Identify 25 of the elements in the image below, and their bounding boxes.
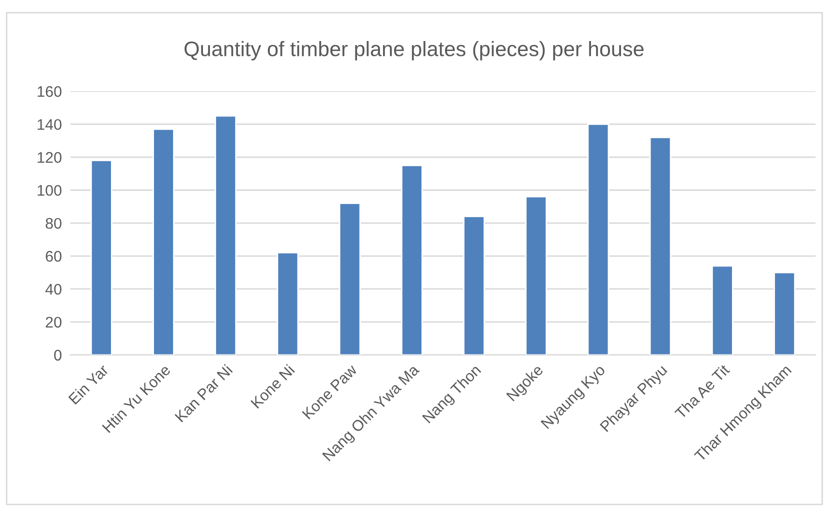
y-tick-label: 140 bbox=[38, 119, 62, 130]
x-tick-label: Tha Ae Tit bbox=[674, 363, 730, 420]
bar bbox=[400, 164, 423, 355]
y-tick-label: 0 bbox=[54, 350, 62, 361]
bar bbox=[525, 196, 548, 355]
y-tick-label: 80 bbox=[46, 218, 62, 229]
y-tick-label: 160 bbox=[38, 86, 62, 97]
bar bbox=[214, 115, 237, 355]
bar bbox=[338, 202, 361, 355]
x-tick-label: Kan Par Ni bbox=[174, 364, 233, 423]
bar bbox=[774, 272, 796, 355]
bar bbox=[152, 128, 174, 355]
bar bbox=[90, 160, 112, 355]
bar bbox=[463, 216, 485, 355]
bar bbox=[649, 136, 672, 355]
y-tick-label: 40 bbox=[45, 284, 62, 295]
x-tick-label: Ein Yar bbox=[68, 363, 110, 405]
bar bbox=[711, 265, 734, 355]
y-tick-label: 20 bbox=[46, 316, 62, 328]
y-tick-label: 60 bbox=[46, 250, 62, 262]
y-tick-label: 100 bbox=[38, 184, 62, 196]
bar bbox=[276, 252, 299, 355]
y-tick-label: 120 bbox=[38, 152, 62, 163]
bar bbox=[587, 124, 610, 355]
chart-title: Quantity of timber plane plates (pieces) per house bbox=[184, 40, 644, 60]
